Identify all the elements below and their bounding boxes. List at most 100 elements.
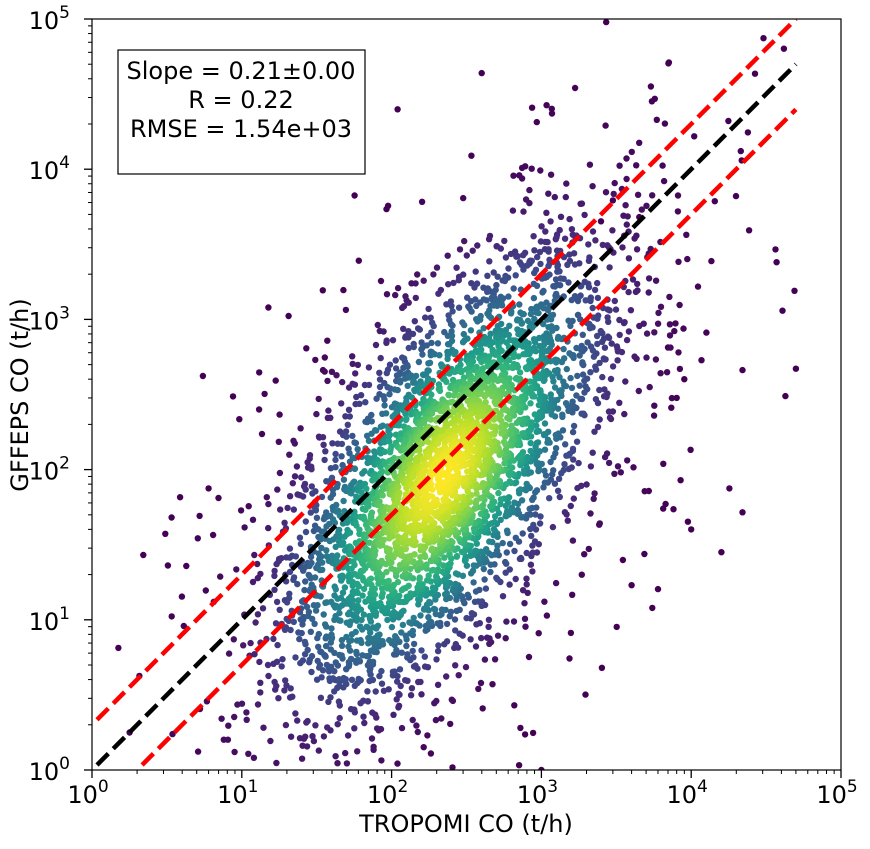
data-point (217, 573, 224, 580)
data-point (703, 329, 710, 336)
data-point (531, 269, 538, 277)
data-point (345, 643, 352, 650)
data-point (372, 341, 380, 349)
data-point (625, 328, 633, 335)
data-point (544, 436, 552, 443)
data-point (541, 598, 548, 605)
data-point (321, 354, 328, 361)
data-point (561, 461, 568, 468)
data-point (473, 621, 480, 628)
data-point (296, 534, 304, 541)
data-point (402, 416, 410, 424)
data-point (365, 634, 372, 642)
data-point (624, 457, 631, 464)
data-point (404, 363, 411, 370)
data-point (451, 350, 458, 358)
data-point (196, 512, 203, 520)
data-point (392, 357, 399, 364)
data-point (289, 693, 296, 700)
data-point (353, 648, 360, 656)
data-point (441, 554, 448, 561)
data-point (478, 69, 485, 77)
data-point (393, 696, 400, 703)
data-point (257, 689, 264, 696)
data-point (585, 284, 593, 291)
data-point (308, 668, 315, 676)
data-point (641, 488, 648, 495)
data-point (318, 553, 325, 560)
data-point (299, 621, 306, 628)
data-point (464, 468, 471, 475)
data-point (489, 499, 496, 506)
data-point (520, 467, 528, 474)
data-point (578, 571, 585, 578)
data-point (367, 575, 375, 582)
data-point (594, 423, 602, 431)
data-point (410, 343, 417, 351)
data-point (425, 614, 432, 621)
data-point (660, 460, 667, 467)
data-point (551, 193, 558, 201)
data-point (273, 598, 281, 606)
data-point (434, 566, 442, 573)
data-point (589, 449, 596, 456)
data-point (265, 524, 272, 532)
data-point (312, 607, 320, 614)
data-point (372, 547, 379, 554)
data-point (581, 389, 588, 396)
data-point (619, 244, 626, 251)
data-point (249, 516, 257, 523)
data-point (365, 503, 372, 510)
data-point (314, 657, 321, 665)
data-point (503, 527, 511, 534)
data-point (649, 604, 656, 612)
data-point (649, 192, 656, 199)
data-point (487, 568, 494, 576)
data-point (394, 106, 401, 113)
data-point (361, 468, 368, 475)
data-point (256, 369, 263, 376)
data-point (569, 445, 577, 453)
data-point (630, 464, 637, 471)
data-point (218, 715, 225, 722)
data-point (313, 514, 321, 521)
data-point (563, 180, 570, 187)
data-point (365, 381, 373, 389)
data-point (443, 378, 450, 385)
data-point (472, 268, 479, 275)
data-point (398, 724, 406, 732)
data-point (354, 656, 362, 664)
data-point (393, 646, 400, 654)
data-point (430, 271, 437, 278)
data-point (321, 456, 328, 464)
data-point (414, 271, 421, 278)
data-point (779, 307, 786, 314)
data-point (561, 509, 569, 516)
data-point (305, 608, 313, 616)
data-point (497, 496, 505, 503)
data-point (372, 688, 379, 695)
data-point (530, 294, 538, 302)
data-point (445, 281, 452, 288)
data-point (421, 663, 429, 670)
data-point (493, 281, 500, 289)
data-point (342, 306, 350, 314)
data-point (265, 672, 272, 680)
data-point (461, 321, 468, 329)
data-point (273, 759, 280, 767)
data-point (589, 228, 597, 235)
data-point (311, 574, 319, 581)
data-point (297, 425, 304, 432)
data-point (425, 619, 433, 627)
data-point (486, 640, 493, 647)
data-point (255, 406, 263, 413)
data-point (294, 580, 301, 588)
data-point (635, 387, 642, 395)
data-point (610, 190, 617, 198)
data-point (547, 391, 554, 398)
data-point (427, 416, 435, 423)
data-point (512, 375, 520, 382)
data-point (168, 613, 175, 620)
data-point (568, 226, 576, 233)
